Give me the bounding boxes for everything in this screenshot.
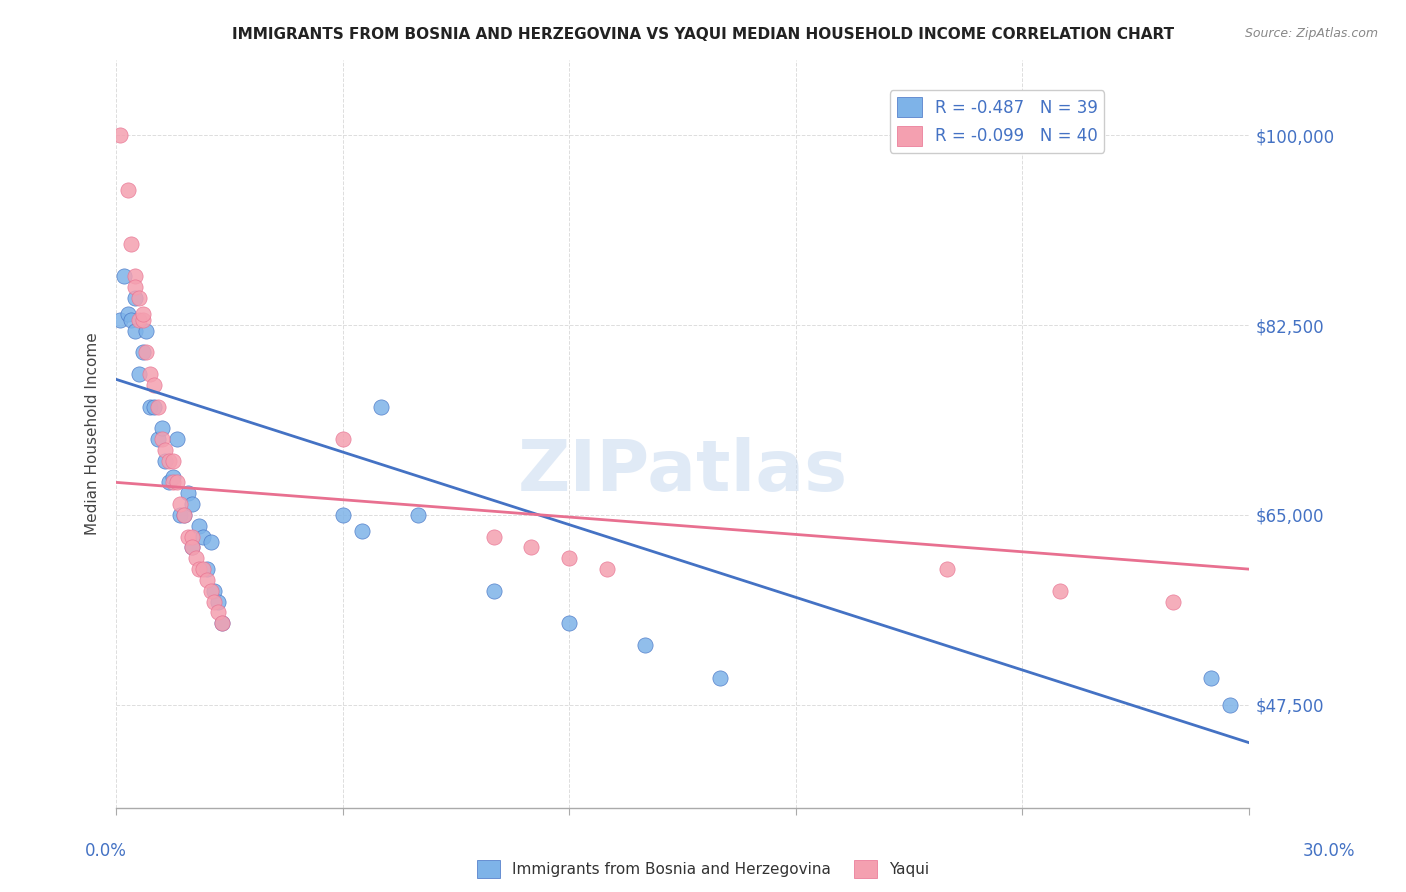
Point (188, 518, 211, 533)
Point (195, 562, 218, 576)
Point (120, 312, 142, 326)
Point (131, 312, 153, 326)
Point (128, 291, 150, 305)
Point (207, 594, 229, 608)
Legend: R = -0.487   N = 39, R = -0.099   N = 40: R = -0.487 N = 39, R = -0.099 N = 40 (890, 90, 1105, 153)
Point (128, 312, 150, 326)
Point (211, 616, 233, 631)
Point (180, 541, 202, 555)
Point (1049, 583, 1071, 598)
Point (173, 508, 195, 522)
Point (135, 345, 157, 359)
Legend: Immigrants from Bosnia and Herzegovina, Yaqui: Immigrants from Bosnia and Herzegovina, … (471, 854, 935, 884)
Point (207, 606, 229, 620)
Text: 30.0%: 30.0% (1302, 842, 1355, 860)
Point (211, 616, 233, 631)
Point (204, 583, 226, 598)
Point (332, 432, 354, 446)
Point (482, 530, 505, 544)
Point (180, 497, 202, 511)
Point (139, 400, 162, 414)
Point (1199, 671, 1222, 685)
Point (406, 508, 429, 522)
Text: IMMIGRANTS FROM BOSNIA AND HERZEGOVINA VS YAQUI MEDIAN HOUSEHOLD INCOME CORRELAT: IMMIGRANTS FROM BOSNIA AND HERZEGOVINA V… (232, 27, 1174, 42)
Point (124, 324, 146, 338)
Point (169, 497, 191, 511)
Point (177, 486, 200, 500)
Point (200, 535, 222, 549)
Point (112, 269, 135, 284)
Point (1219, 698, 1241, 712)
Point (150, 432, 173, 446)
Text: 0.0%: 0.0% (84, 842, 127, 860)
Point (558, 616, 581, 631)
Point (162, 453, 184, 467)
Point (162, 470, 184, 484)
Point (131, 345, 153, 359)
Point (124, 269, 146, 284)
Text: ZIPatlas: ZIPatlas (517, 436, 848, 506)
Point (188, 562, 211, 576)
Point (155, 442, 177, 457)
Point (184, 551, 207, 566)
Point (935, 562, 957, 576)
Point (143, 377, 166, 392)
Y-axis label: Median Household Income: Median Household Income (86, 332, 100, 535)
Point (117, 183, 139, 197)
Point (166, 432, 188, 446)
Point (150, 421, 173, 435)
Point (180, 530, 202, 544)
Point (204, 594, 226, 608)
Point (157, 475, 180, 490)
Point (166, 475, 188, 490)
Point (173, 508, 195, 522)
Point (200, 583, 222, 598)
Point (155, 453, 177, 467)
Point (596, 562, 619, 576)
Point (108, 128, 131, 143)
Point (169, 508, 191, 522)
Point (177, 530, 200, 544)
Point (634, 638, 657, 652)
Point (146, 432, 169, 446)
Text: Source: ZipAtlas.com: Source: ZipAtlas.com (1244, 27, 1378, 40)
Point (191, 530, 214, 544)
Point (124, 291, 146, 305)
Point (120, 236, 142, 251)
Point (1161, 594, 1184, 608)
Point (709, 671, 731, 685)
Point (191, 562, 214, 576)
Point (131, 307, 153, 321)
Point (117, 307, 139, 321)
Point (350, 524, 373, 538)
Point (482, 583, 505, 598)
Point (180, 541, 202, 555)
Point (139, 367, 162, 381)
Point (370, 400, 392, 414)
Point (558, 551, 581, 566)
Point (143, 400, 166, 414)
Point (520, 541, 543, 555)
Point (195, 573, 218, 587)
Point (332, 508, 354, 522)
Point (124, 280, 146, 294)
Point (146, 400, 169, 414)
Point (162, 475, 184, 490)
Point (108, 312, 131, 326)
Point (128, 367, 150, 381)
Point (157, 453, 180, 467)
Point (135, 324, 157, 338)
